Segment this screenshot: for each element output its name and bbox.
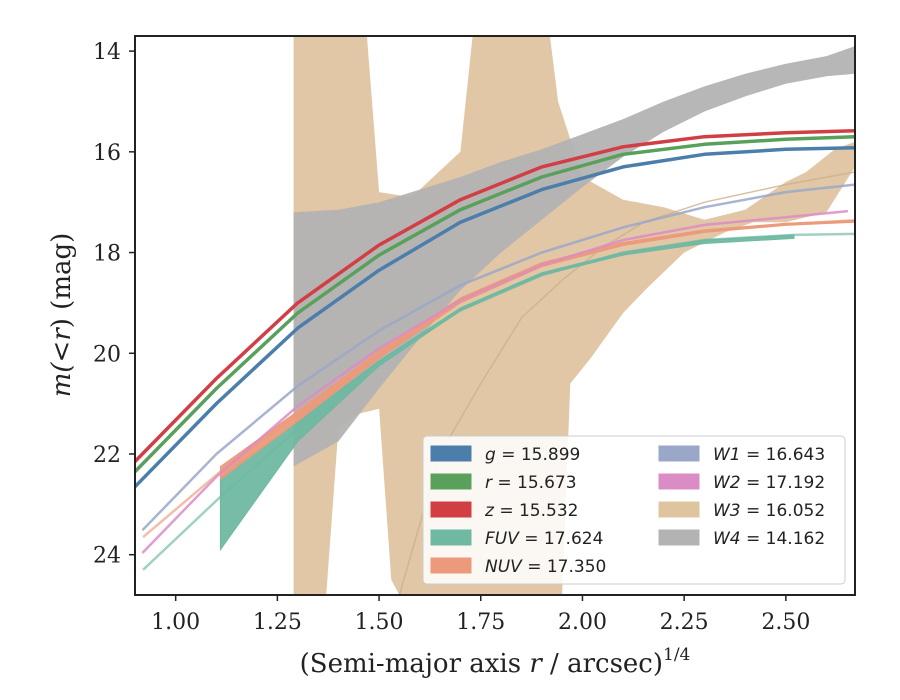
legend-label-value: = 14.162 (741, 529, 826, 549)
series-w2-line (141, 210, 849, 554)
legend-label: z = 15.532 (484, 501, 578, 521)
y-tick-label: 14 (93, 40, 121, 65)
legend-label-var: W2 (713, 473, 741, 493)
series-z-line (135, 128, 855, 464)
x-tick-label: 1.25 (253, 610, 302, 635)
legend-label-var: W1 (713, 445, 741, 465)
legend-swatch (430, 473, 472, 490)
x-axis-label-main: (Semi-major axis (300, 649, 530, 679)
legend-label: r = 15.673 (485, 473, 577, 493)
y-tick-label: 20 (93, 342, 121, 367)
x-axis-label: (Semi-major axis r / arcsec)1/4 (300, 645, 691, 679)
x-tick-label: 2.50 (761, 610, 810, 635)
x-tick-label: 1.50 (355, 610, 404, 635)
legend-box (422, 435, 846, 585)
legend-label: W3 = 16.052 (713, 501, 825, 521)
legend-label-var: z (484, 501, 495, 521)
series-w1-line (141, 183, 855, 531)
x-tick-label: 1.00 (151, 610, 200, 635)
legend-label-value: = 15.899 (496, 445, 581, 465)
legend-label: NUV = 17.350 (485, 557, 606, 577)
legend-label-var: W4 (713, 529, 741, 549)
legend-swatch (658, 501, 700, 518)
legend-swatch (658, 445, 700, 462)
legend-label-value: = 16.643 (741, 445, 826, 465)
legend-label-value: = 17.192 (741, 473, 826, 493)
legend-swatch (430, 501, 472, 518)
legend-label-value: = 17.624 (519, 529, 604, 549)
x-axis-label-exponent: 1/4 (663, 645, 690, 665)
y-tick-label: 16 (93, 141, 121, 166)
x-tick-label: 2.25 (660, 610, 709, 635)
legend-label-value: = 16.052 (741, 501, 826, 521)
series-nuv-band (219, 219, 855, 481)
legend-swatch (658, 529, 700, 546)
legend-label: g = 15.899 (485, 445, 580, 465)
legend-label-value: = 15.673 (492, 473, 577, 493)
y-tick-label: 18 (93, 242, 121, 267)
legend-label-value: = 15.532 (494, 501, 579, 521)
legend-label-var: r (485, 473, 493, 493)
legend-label-var: NUV (485, 557, 523, 577)
series-r-line (135, 134, 855, 474)
x-tick-label: 2.00 (558, 610, 607, 635)
series-fuv-band (219, 234, 795, 552)
legend-label-var: W3 (713, 501, 741, 521)
y-axis-label: m(<r) (mag) (47, 233, 77, 398)
legend-label-var: g (485, 445, 496, 465)
legend-label: FUV = 17.624 (485, 529, 603, 549)
legend-label-value: = 17.350 (522, 557, 607, 577)
legend-swatch (430, 557, 472, 574)
legend-label: W1 = 16.643 (713, 445, 825, 465)
y-axis-label-var: r (47, 327, 77, 341)
x-axis-ticks: 1.00 1.25 1.50 1.75 2.00 2.25 2.50 (151, 595, 810, 635)
x-axis-label-rest: / arcsec) (542, 649, 663, 679)
plot-frame (134, 35, 856, 596)
legend-swatch (430, 529, 472, 546)
y-axis-label-main: m(< (47, 341, 77, 398)
y-tick-label: 24 (93, 544, 121, 569)
series-g-line (135, 146, 855, 489)
legend-swatch (658, 473, 700, 490)
legend-swatch (430, 445, 472, 462)
y-axis-ticks: 14 16 18 20 22 24 (93, 40, 135, 569)
y-tick-label: 22 (93, 443, 121, 468)
legend-label: W2 = 17.192 (713, 473, 825, 493)
x-tick-label: 1.75 (456, 610, 505, 635)
legend-label: W4 = 14.162 (713, 529, 825, 549)
legend-label-var: FUV (485, 529, 520, 549)
x-axis-label-var: r (529, 649, 543, 679)
y-axis-label-rest: ) (mag) (47, 233, 77, 329)
